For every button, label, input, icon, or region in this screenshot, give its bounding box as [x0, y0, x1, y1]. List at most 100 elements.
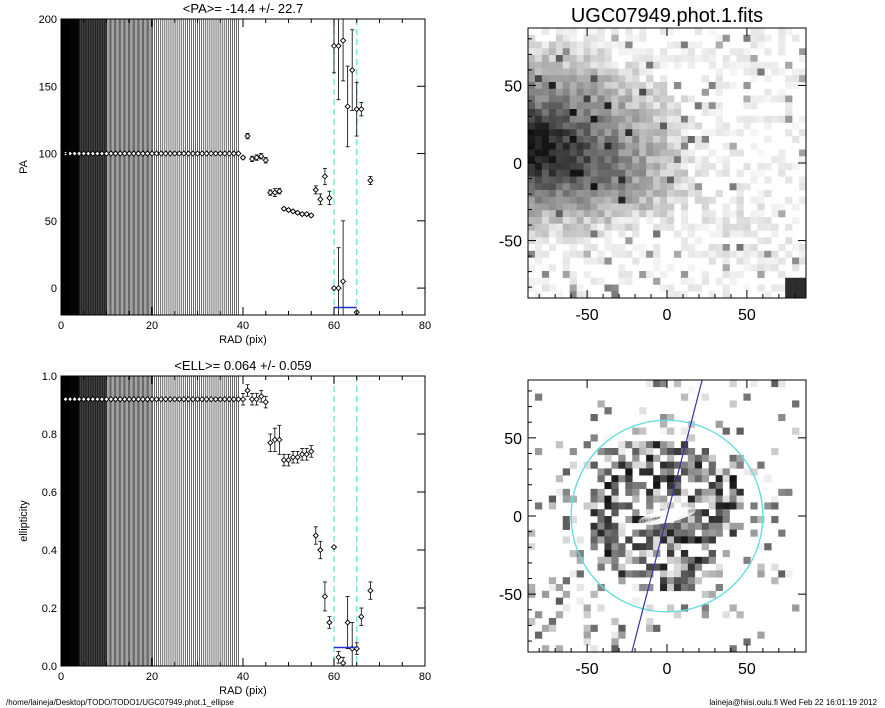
pixel — [541, 230, 550, 238]
pixel — [764, 257, 772, 265]
pixel — [785, 250, 793, 258]
pixel — [604, 82, 612, 90]
pixel — [576, 250, 584, 258]
pixel — [646, 604, 654, 612]
pixel — [729, 454, 737, 462]
pixel — [708, 482, 716, 490]
pixel — [576, 190, 584, 198]
pixel — [548, 122, 557, 130]
pixel — [528, 250, 536, 258]
pixel — [590, 163, 598, 171]
pixel — [680, 190, 689, 198]
pixel — [653, 190, 661, 198]
pixel — [722, 210, 730, 218]
pixel — [764, 176, 772, 184]
pixel — [562, 102, 570, 110]
pixel — [590, 190, 598, 198]
pixel — [764, 163, 772, 171]
pixel — [562, 468, 570, 476]
radial-sample-lines — [61, 376, 239, 666]
pixel — [562, 190, 570, 198]
pixel — [541, 223, 550, 231]
pixel — [625, 95, 633, 103]
pixel — [625, 122, 633, 130]
pixel — [667, 584, 675, 592]
pixel — [534, 136, 543, 144]
pixel — [576, 230, 584, 238]
pixel — [694, 163, 703, 171]
pixel — [590, 136, 598, 144]
data-point — [262, 157, 269, 164]
pixel — [618, 577, 626, 585]
pixel — [597, 163, 605, 171]
pixel — [750, 244, 758, 252]
pixel — [548, 163, 557, 171]
pixel — [715, 570, 723, 578]
pixel — [555, 102, 564, 110]
pixel — [667, 454, 675, 462]
pixel — [611, 156, 619, 164]
pixel — [660, 223, 668, 231]
pixel — [569, 163, 577, 171]
pixel — [604, 284, 612, 292]
pixel — [541, 190, 550, 198]
pixel — [583, 75, 591, 83]
pixel — [799, 277, 806, 285]
pixel — [548, 196, 557, 204]
pixel — [792, 400, 800, 408]
pixel — [555, 109, 564, 117]
pixel — [555, 475, 564, 483]
pixel — [604, 210, 612, 218]
pixel — [667, 169, 675, 177]
pixel — [771, 230, 779, 238]
pixel — [750, 250, 758, 258]
pixel — [611, 41, 619, 49]
pixel — [722, 291, 730, 298]
pixel — [646, 88, 654, 96]
data-point — [312, 532, 319, 539]
pixel — [799, 196, 806, 204]
pixel — [660, 102, 668, 110]
pixel — [632, 169, 640, 177]
pixel — [597, 203, 605, 211]
pixel — [673, 109, 682, 117]
pixel — [541, 250, 550, 258]
pixel — [667, 122, 675, 130]
pixel — [660, 82, 668, 90]
pixel — [729, 380, 737, 388]
pixel — [729, 461, 737, 469]
pixel — [653, 203, 661, 211]
pixel — [694, 190, 703, 198]
pixel — [528, 284, 536, 292]
pixel — [694, 556, 703, 564]
pixel — [618, 142, 626, 150]
pixel — [618, 454, 626, 462]
pixel — [632, 149, 640, 157]
pixel — [625, 109, 633, 117]
pixel — [673, 136, 682, 144]
pixel — [590, 536, 598, 544]
pixel — [694, 536, 703, 544]
pixel — [528, 88, 536, 96]
pixel — [590, 230, 598, 238]
pixel — [743, 48, 751, 56]
pixel — [548, 129, 557, 137]
pixel — [548, 55, 557, 63]
pixel — [667, 196, 675, 204]
pixel — [604, 516, 612, 524]
y-tick-label: 0.6 — [42, 487, 57, 499]
pixel — [694, 461, 703, 469]
pixel — [722, 468, 730, 476]
pixel — [701, 556, 709, 564]
pixel — [646, 618, 654, 626]
pixel — [715, 244, 723, 252]
pixel — [764, 115, 772, 123]
pixel — [590, 223, 598, 231]
pixel — [660, 210, 668, 218]
y-tick-label: 50 — [45, 216, 57, 228]
pixel — [604, 142, 612, 150]
pixel — [673, 190, 682, 198]
pixel — [562, 176, 570, 184]
